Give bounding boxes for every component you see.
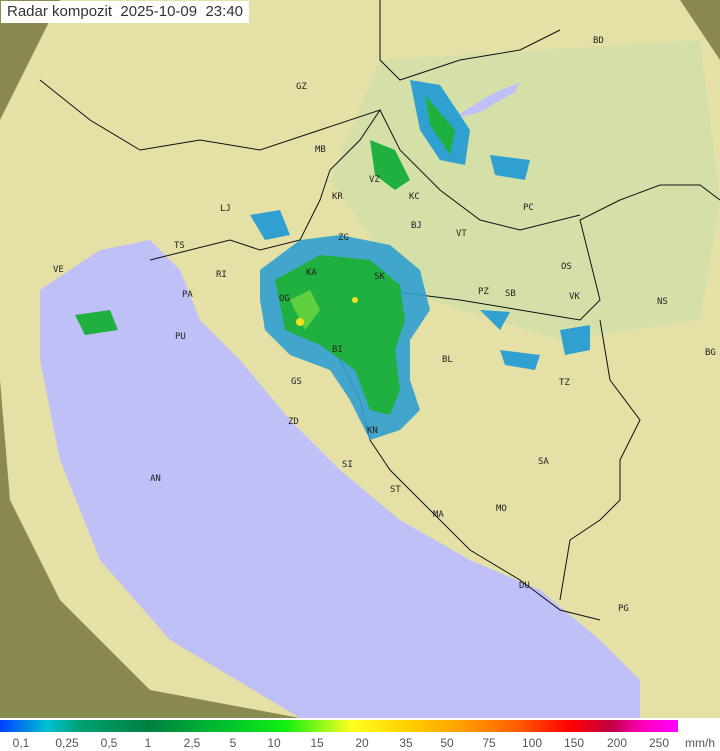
title-time: 23:40 xyxy=(205,3,244,20)
city-label-bg: BG xyxy=(705,348,716,358)
legend-unit: mm/h xyxy=(685,736,715,750)
legend-label: 10 xyxy=(267,736,281,750)
legend-labels: 0,1 0,25 0,5 1 2,5 5 10 15 20 35 50 75 100 150 200 250 m… xyxy=(0,736,720,751)
city-label-sk: SK xyxy=(374,272,385,282)
city-label-kr: KR xyxy=(332,192,343,202)
city-label-vt: VT xyxy=(456,229,467,239)
legend-label: 0,25 xyxy=(55,736,79,750)
city-label-ka: KA xyxy=(306,268,317,278)
legend-label: 1 xyxy=(144,736,152,750)
city-label-si: SI xyxy=(342,460,353,470)
city-label-pc: PC xyxy=(523,203,534,213)
legend-label: 50 xyxy=(440,736,454,750)
city-label-ns: NS xyxy=(657,297,668,307)
radar-map[interactable] xyxy=(0,0,720,718)
radar-echoes xyxy=(75,80,590,440)
city-label-ri: RI xyxy=(216,270,227,280)
city-label-os: OS xyxy=(561,262,572,272)
legend-label: 150 xyxy=(563,736,585,750)
city-label-sa: SA xyxy=(538,457,549,467)
title-text: Radar kompozit xyxy=(7,3,113,20)
legend-label: 35 xyxy=(399,736,413,750)
title-date: 2025-10-09 xyxy=(120,3,198,20)
city-label-du: DU xyxy=(519,581,530,591)
city-label-mb: MB xyxy=(315,145,326,155)
legend-label: 2,5 xyxy=(183,736,201,750)
legend-label: 0,5 xyxy=(100,736,118,750)
city-label-vk: VK xyxy=(569,292,580,302)
city-label-gz: GZ xyxy=(296,82,307,92)
city-label-vz: VZ xyxy=(369,175,380,185)
legend-label: 200 xyxy=(606,736,628,750)
legend-color-scale xyxy=(0,720,678,732)
legend-label: 100 xyxy=(521,736,543,750)
city-label-bd: BD xyxy=(593,36,604,46)
city-label-gs: GS xyxy=(291,377,302,387)
city-label-pu: PU xyxy=(175,332,186,342)
city-label-og: OG xyxy=(279,294,290,304)
lake-balaton xyxy=(450,82,520,120)
city-label-bl: BL xyxy=(442,355,453,365)
city-label-tz: TZ xyxy=(559,378,570,388)
city-label-bi: BI xyxy=(332,345,343,355)
legend-label: 75 xyxy=(482,736,496,750)
legend-label: 250 xyxy=(648,736,670,750)
city-label-kn: KN xyxy=(367,426,378,436)
city-label-pg: PG xyxy=(618,604,629,614)
city-label-sb: SB xyxy=(505,289,516,299)
radar-title: Radar kompozit 2025-10-09 23:40 xyxy=(1,1,250,23)
city-label-ts: TS xyxy=(174,241,185,251)
city-label-lj: LJ xyxy=(220,204,231,214)
legend-label: 5 xyxy=(229,736,237,750)
city-label-mo: MO xyxy=(496,504,507,514)
legend-label: 0,1 xyxy=(12,736,30,750)
city-label-pa: PA xyxy=(182,290,193,300)
city-label-zd: ZD xyxy=(288,417,299,427)
city-label-pz: PZ xyxy=(478,287,489,297)
city-label-kc: KC xyxy=(409,192,420,202)
adriatic-sea xyxy=(40,240,640,718)
city-label-st: ST xyxy=(390,485,401,495)
legend-label: 20 xyxy=(355,736,369,750)
city-label-zg: ZG xyxy=(338,233,349,243)
legend-label: 15 xyxy=(310,736,324,750)
city-label-an: AN xyxy=(150,474,161,484)
city-label-bj: BJ xyxy=(411,221,422,231)
city-label-ve: VE xyxy=(53,265,64,275)
city-label-ma: MA xyxy=(433,510,444,520)
